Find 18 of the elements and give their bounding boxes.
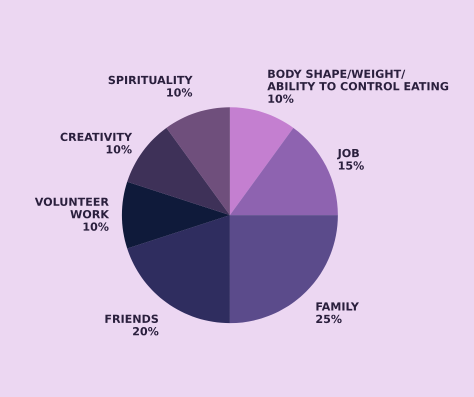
- slice-label: JOB: [337, 148, 359, 160]
- slice-label: FRIENDS: [105, 314, 158, 323]
- pie-slice: [122, 182, 230, 249]
- data-label: 10%: [106, 145, 132, 154]
- data-label: 15%: [338, 161, 364, 170]
- data-label: 20%: [133, 327, 158, 336]
- slice-label: BODY SHAPE/WEIGHT/ ABILITY TO CONTROL EATING: [267, 70, 448, 90]
- data-label: 25%: [316, 314, 342, 324]
- pie-slice: [230, 128, 338, 216]
- data-label: 10%: [268, 94, 294, 103]
- pie-slice: [230, 107, 294, 216]
- slice-label: CREATIVITY: [60, 132, 132, 142]
- data-label: 10%: [84, 222, 109, 231]
- slice-label: VOLUNTEER WORK: [34, 198, 110, 218]
- slice-label: SPIRITUALITY: [108, 76, 193, 84]
- pie-slice: [166, 107, 230, 216]
- data-label: 10%: [167, 88, 192, 97]
- slice-label: FAMILY: [316, 302, 360, 310]
